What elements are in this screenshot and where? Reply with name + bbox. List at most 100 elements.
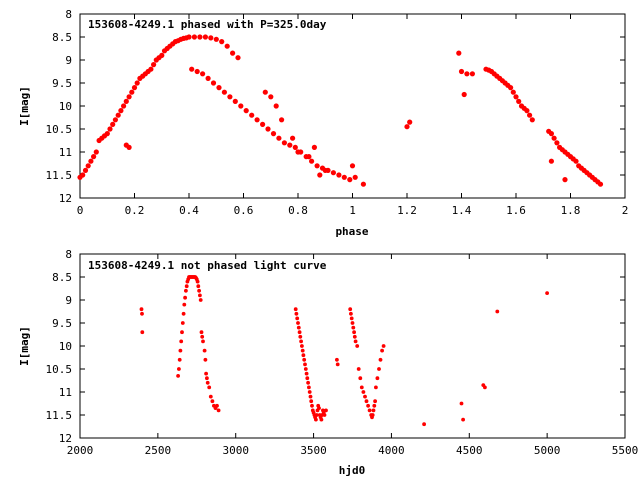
data-point (359, 385, 364, 390)
data-point (356, 367, 361, 371)
data-point (140, 311, 144, 316)
data-point (305, 376, 310, 381)
data-point (262, 89, 268, 95)
data-point (510, 89, 516, 95)
data-point (177, 357, 182, 362)
data-point (352, 174, 358, 180)
data-point (322, 167, 328, 173)
data-point (201, 339, 205, 344)
data-point (80, 172, 86, 178)
data-point (118, 108, 124, 114)
data-point (287, 142, 293, 148)
data-point (469, 71, 475, 77)
x-tick-label: 2500 (145, 444, 172, 457)
data-point (221, 89, 227, 95)
x-tick-label: 1.6 (506, 204, 526, 217)
data-point (276, 135, 282, 141)
data-point (361, 390, 366, 394)
x-axis-label: hjd0 (339, 464, 366, 477)
data-point (273, 103, 279, 109)
data-point (349, 311, 353, 316)
y-tick-label: 8.5 (52, 271, 72, 284)
data-point (249, 112, 255, 118)
data-point (352, 334, 357, 339)
data-point (296, 321, 300, 325)
data-point (317, 406, 321, 410)
data-point (199, 330, 204, 335)
data-point (307, 385, 311, 390)
data-point (270, 131, 277, 137)
data-point (322, 413, 327, 417)
data-point (310, 403, 314, 408)
data-point (202, 34, 208, 40)
data-point (306, 154, 312, 160)
data-point (104, 131, 110, 137)
data-point (198, 293, 202, 298)
data-point (196, 284, 201, 289)
y-axis-label: I[mag] (18, 326, 31, 366)
data-point (348, 307, 353, 312)
x-tick-label: 0 (77, 204, 84, 217)
data-point (573, 158, 579, 164)
data-point (129, 89, 135, 95)
y-tick-label: 11 (59, 386, 72, 399)
data-point (548, 158, 555, 164)
data-point (294, 311, 299, 316)
y-tick-label: 12 (59, 192, 72, 205)
data-point (265, 126, 271, 132)
data-point (378, 357, 383, 362)
data-point (358, 376, 363, 381)
x-tick-label: 5500 (612, 444, 639, 457)
data-point (301, 353, 306, 358)
data-point (309, 158, 315, 164)
data-point (178, 348, 183, 353)
data-point (88, 158, 94, 164)
data-point (299, 339, 303, 344)
data-point (300, 348, 305, 353)
data-point (353, 339, 358, 344)
data-point (545, 291, 549, 295)
y-axis-label: I[mag] (18, 86, 31, 126)
data-point (202, 348, 207, 353)
data-point (319, 417, 324, 422)
data-point (115, 112, 121, 118)
data-point (254, 117, 260, 123)
phased-light-curve-panel: 153608-4249.1 phased with P=325.0day pha… (18, 8, 628, 238)
data-point (548, 131, 555, 137)
data-point (216, 408, 221, 413)
data-point (180, 321, 185, 325)
data-point (306, 380, 310, 385)
data-point (243, 108, 249, 114)
data-point (336, 172, 342, 178)
data-point (208, 35, 214, 41)
data-point (380, 348, 384, 353)
data-point (335, 362, 340, 367)
data-point (126, 94, 132, 100)
data-point (377, 367, 381, 371)
data-point (350, 321, 355, 325)
data-point (194, 68, 200, 75)
data-point (295, 149, 301, 155)
data-point (302, 357, 307, 362)
data-point (107, 126, 113, 132)
x-tick-label: 0.4 (179, 204, 199, 217)
data-point (180, 330, 184, 335)
data-point (139, 307, 144, 312)
plot-frame (79, 13, 626, 199)
data-point (281, 140, 287, 146)
data-point (260, 121, 266, 127)
y-tick-label: 10 (59, 100, 72, 113)
data-point (215, 403, 219, 408)
data-point (349, 316, 354, 321)
data-point (200, 71, 206, 77)
data-point (230, 50, 236, 56)
data-point (367, 408, 372, 413)
data-point (159, 52, 165, 59)
x-tick-label: 0.2 (125, 204, 145, 217)
plot-frame (79, 253, 626, 439)
axis-ticks: 2000 2500 3000 3500 4000 4500 5000 5500 8 8.5 9 9.5… (46, 248, 639, 457)
data-point (303, 367, 308, 371)
data-point (176, 374, 181, 378)
data-point (227, 94, 233, 100)
